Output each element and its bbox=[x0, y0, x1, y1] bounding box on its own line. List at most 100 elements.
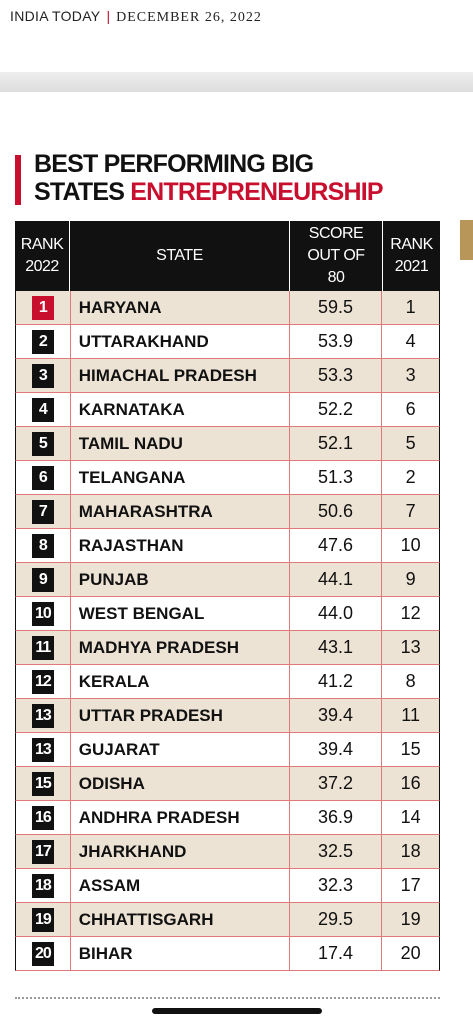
masthead: INDIA TODAY | DECEMBER 26, 2022 bbox=[10, 8, 262, 25]
rank-badge: 3 bbox=[31, 363, 54, 388]
score: 59.5 bbox=[290, 291, 383, 324]
rank-cell: 20 bbox=[16, 937, 71, 970]
score: 36.9 bbox=[290, 801, 383, 834]
state-name: BIHAR bbox=[71, 937, 290, 970]
previous-rank: 7 bbox=[405, 501, 416, 521]
table-row: 20 BIHAR 17.4 20 bbox=[15, 937, 440, 971]
title-highlight: ENTREPRENEURSHIP bbox=[130, 178, 383, 206]
previous-rank: 13 bbox=[400, 637, 421, 657]
previous-rank: 9 bbox=[405, 569, 416, 589]
rank-badge: 16 bbox=[31, 805, 54, 830]
table-row: 12 KERALA 41.2 8 bbox=[15, 665, 440, 699]
rank-badge: 20 bbox=[31, 941, 54, 966]
previous-rank: 6 bbox=[405, 399, 416, 419]
state-name: JHARKHAND bbox=[71, 835, 290, 868]
previous-rank: 2 bbox=[405, 467, 416, 487]
rank-cell: 17 bbox=[16, 835, 71, 868]
rank-cell: 9 bbox=[16, 563, 71, 596]
table-row: 16 ANDHRA PRADESH 36.9 14 bbox=[15, 801, 440, 835]
score: 51.3 bbox=[290, 461, 383, 494]
rank-cell: 13 bbox=[16, 699, 71, 732]
rank-badge: 5 bbox=[31, 431, 54, 456]
rank-cell: 18 bbox=[16, 869, 71, 902]
rank-badge: 15 bbox=[31, 771, 54, 796]
state-name: MADHYA PRADESH bbox=[71, 631, 290, 664]
previous-rank: 16 bbox=[400, 773, 421, 793]
rank-badge: 13 bbox=[31, 703, 54, 728]
previous-rank: 11 bbox=[401, 705, 420, 725]
score: 53.9 bbox=[290, 325, 383, 358]
table-row: 7 MAHARASHTRA 50.6 7 bbox=[15, 495, 440, 529]
table-row: 11 MADHYA PRADESH 43.1 13 bbox=[15, 631, 440, 665]
state-name: ANDHRA PRADESH bbox=[71, 801, 290, 834]
side-tab bbox=[460, 220, 473, 260]
previous-rank: 1 bbox=[405, 297, 416, 317]
state-name: CHHATTISGARH bbox=[71, 903, 290, 936]
rank-badge: 1 bbox=[31, 295, 54, 320]
title-accent bbox=[15, 155, 21, 205]
table-body: 1 HARYANA 59.5 1 2 UTTARAKHAND 53.9 4 3 HIMACHAL … bbox=[15, 291, 440, 971]
previous-rank: 20 bbox=[400, 943, 421, 963]
table-row: 1 HARYANA 59.5 1 bbox=[15, 291, 440, 325]
rank-badge: 18 bbox=[31, 873, 54, 898]
state-name: WEST BENGAL bbox=[71, 597, 290, 630]
score: 39.4 bbox=[290, 699, 383, 732]
table-row: 15 ODISHA 37.2 16 bbox=[15, 767, 440, 801]
table-row: 6 TELANGANA 51.3 2 bbox=[15, 461, 440, 495]
rank-cell: 3 bbox=[16, 359, 71, 392]
score: 29.5 bbox=[290, 903, 383, 936]
rank-badge: 17 bbox=[31, 839, 54, 864]
previous-rank: 12 bbox=[400, 603, 421, 623]
rank-badge: 19 bbox=[31, 907, 54, 932]
score: 32.3 bbox=[290, 869, 383, 902]
table-row: 18 ASSAM 32.3 17 bbox=[15, 869, 440, 903]
score: 44.0 bbox=[290, 597, 383, 630]
score: 50.6 bbox=[290, 495, 383, 528]
previous-rank: 10 bbox=[400, 535, 421, 555]
previous-rank: 4 bbox=[405, 331, 416, 351]
rank-badge: 2 bbox=[31, 329, 54, 354]
table-row: 5 TAMIL NADU 52.1 5 bbox=[15, 427, 440, 461]
dotted-rule bbox=[15, 997, 440, 999]
state-name: ODISHA bbox=[71, 767, 290, 800]
previous-rank: 3 bbox=[405, 365, 416, 385]
rank-badge: 10 bbox=[31, 601, 54, 626]
rank-cell: 6 bbox=[16, 461, 71, 494]
score: 52.2 bbox=[290, 393, 383, 426]
rank-cell: 11 bbox=[16, 631, 71, 664]
publication: INDIA TODAY bbox=[10, 8, 101, 24]
previous-rank: 18 bbox=[400, 841, 421, 861]
table-row: 8 RAJASTHAN 47.6 10 bbox=[15, 529, 440, 563]
column-header: RANK 2022 bbox=[15, 221, 70, 291]
state-name: TELANGANA bbox=[71, 461, 290, 494]
state-name: KERALA bbox=[71, 665, 290, 698]
state-name: UTTAR PRADESH bbox=[71, 699, 290, 732]
previous-rank: 19 bbox=[400, 909, 421, 929]
previous-rank: 14 bbox=[400, 807, 421, 827]
ranking-table: RANK 2022 STATE SCORE OUT OF 80 RANK 202… bbox=[15, 221, 440, 971]
state-name: HIMACHAL PRADESH bbox=[71, 359, 290, 392]
score: 52.1 bbox=[290, 427, 383, 460]
previous-rank: 8 bbox=[405, 671, 416, 691]
rank-badge: 13 bbox=[31, 737, 54, 762]
rank-badge: 4 bbox=[31, 397, 54, 422]
rank-cell: 5 bbox=[16, 427, 71, 460]
rank-badge: 9 bbox=[31, 567, 54, 592]
rank-cell: 16 bbox=[16, 801, 71, 834]
state-name: PUNJAB bbox=[71, 563, 290, 596]
rank-cell: 12 bbox=[16, 665, 71, 698]
table-row: 10 WEST BENGAL 44.0 12 bbox=[15, 597, 440, 631]
title-line: STATES bbox=[34, 178, 125, 206]
table-row: 3 HIMACHAL PRADESH 53.3 3 bbox=[15, 359, 440, 393]
title-line: BEST PERFORMING BIG bbox=[34, 150, 314, 178]
score: 47.6 bbox=[290, 529, 383, 562]
rank-badge: 12 bbox=[31, 669, 54, 694]
state-name: TAMIL NADU bbox=[71, 427, 290, 460]
rank-cell: 1 bbox=[16, 291, 71, 324]
rank-cell: 19 bbox=[16, 903, 71, 936]
table-row: 2 UTTARAKHAND 53.9 4 bbox=[15, 325, 440, 359]
title: BEST PERFORMING BIG STATES ENTREPRENEURSH… bbox=[34, 150, 384, 206]
rank-cell: 10 bbox=[16, 597, 71, 630]
column-header: STATE bbox=[70, 221, 290, 291]
